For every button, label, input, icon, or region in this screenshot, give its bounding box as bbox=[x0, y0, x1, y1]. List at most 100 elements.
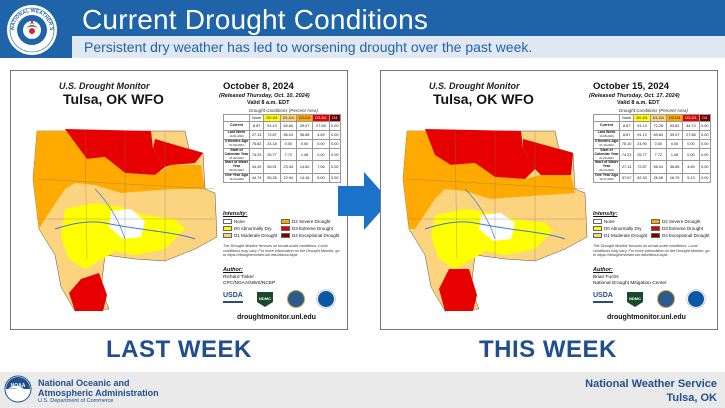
col-header: D3-D4 bbox=[312, 114, 330, 122]
table-cell: 72.28 bbox=[649, 121, 667, 131]
noaa-name: National Oceanic and Atmospheric Adminis… bbox=[38, 378, 159, 398]
table-row: Start of Calendar Year 01-02-2024 74.23 25.… bbox=[223, 147, 342, 162]
table-row: Current 8.87 91.13 69.84 39.07 27.58 0.00 bbox=[223, 121, 342, 131]
col-header: D4 bbox=[328, 114, 342, 122]
table-cell: 25.77 bbox=[633, 147, 651, 162]
legend-swatch bbox=[651, 233, 660, 238]
stats-caption: Drought Conditions (Percent Area) bbox=[619, 108, 688, 113]
table-cell: 0.00 bbox=[328, 160, 342, 174]
legend-swatch bbox=[593, 233, 602, 238]
table-cell: 39.07 bbox=[665, 130, 684, 140]
usdm-released: (Released Thursday, Oct. 10, 2024) bbox=[219, 93, 310, 99]
table-cell: 0.00 bbox=[328, 172, 342, 183]
legend-item-d0: D0 Abnormally Dry bbox=[593, 226, 642, 231]
usdm-released: (Released Thursday, Oct. 17, 2024) bbox=[589, 93, 680, 99]
author-name: Brian Fuchs bbox=[593, 275, 619, 280]
table-cell: 8.87 bbox=[618, 130, 635, 140]
table-cell: 5.13 bbox=[682, 172, 700, 183]
table-cell: 36.66 bbox=[665, 160, 684, 174]
author-title: Author: bbox=[223, 267, 243, 273]
row-label: One Year Ago 10-10-2023 bbox=[223, 172, 250, 183]
row-label: Last Week 10-01-2024 bbox=[223, 130, 250, 140]
legend-item-none: None bbox=[223, 219, 245, 224]
table-cell: 27.58 bbox=[682, 130, 700, 140]
table-cell: 0.00 bbox=[698, 160, 712, 174]
table-cell: 8.87 bbox=[248, 121, 265, 131]
legend-item-d2: D2 Severe Drought bbox=[651, 219, 701, 224]
partner-logos: USDA NDMC bbox=[223, 290, 343, 312]
col-header: D0-D4 bbox=[633, 114, 651, 122]
table-cell: 0.00 bbox=[312, 139, 330, 149]
partner-logos: USDA NDMC bbox=[593, 290, 713, 312]
table-cell: 56.04 bbox=[279, 130, 297, 140]
legend-swatch bbox=[281, 219, 290, 224]
table-cell: 44.74 bbox=[248, 172, 265, 183]
table-cell: 0.00 bbox=[698, 147, 712, 162]
usdm-date: October 15, 2024 bbox=[593, 81, 670, 92]
noaa-logo-icon: NOAA bbox=[4, 375, 32, 403]
table-cell: 0.00 bbox=[649, 139, 667, 149]
table-cell: 62.33 bbox=[633, 172, 651, 183]
usdm-url: droughtmonitor.unl.edu bbox=[237, 314, 316, 321]
usdm-title: U.S. Drought Monitor bbox=[429, 81, 520, 91]
table-cell: 22.94 bbox=[279, 172, 297, 183]
col-header: D1-D4 bbox=[649, 114, 667, 122]
legend-swatch bbox=[223, 233, 232, 238]
usdm-note: The Drought Monitor focuses on broad-sca… bbox=[593, 244, 710, 258]
ndmc-logo-icon: NDMC bbox=[257, 292, 273, 307]
table-cell: 4.69 bbox=[312, 130, 330, 140]
author-org: National Drought Mitigation Center bbox=[593, 281, 667, 286]
table-cell: 26.08 bbox=[649, 172, 667, 183]
table-cell: 5.00 bbox=[312, 172, 330, 183]
table-cell: 0.00 bbox=[328, 147, 342, 162]
usda-logo-bar bbox=[593, 301, 613, 303]
col-header: None bbox=[248, 114, 265, 122]
legend-swatch bbox=[281, 233, 290, 238]
table-cell: 23.44 bbox=[279, 160, 297, 174]
table-cell: 24.18 bbox=[263, 139, 281, 149]
noaa-seal-icon bbox=[657, 290, 675, 308]
table-cell: 27.13 bbox=[618, 160, 635, 174]
last-week-label: LAST WEEK bbox=[106, 336, 252, 363]
legend-swatch bbox=[651, 219, 660, 224]
usdm-location: Tulsa, OK WFO bbox=[63, 91, 164, 107]
stats-table: None D0-D4 D1-D4 D2-D4 D3-D4 D4 Current 8… bbox=[223, 114, 342, 183]
author-org: CPC/NOAA/NWS/NCEP bbox=[223, 281, 276, 286]
legend-item-d4: D4 Exceptional Drought bbox=[281, 233, 340, 238]
arrow-right-icon bbox=[338, 172, 390, 230]
nws-logo-icon: NATIONAL WEATHER SERVICE bbox=[6, 4, 57, 55]
table-row: Current 8.87 91.13 72.28 53.62 34.73 0.00 bbox=[593, 121, 712, 131]
legend-swatch bbox=[223, 226, 232, 231]
table-cell: 0.00 bbox=[698, 139, 712, 149]
row-label: Current bbox=[223, 121, 250, 131]
legend-item-d0: D0 Abnormally Dry bbox=[223, 226, 272, 231]
col-header: D1-D4 bbox=[279, 114, 297, 122]
legend-swatch bbox=[223, 219, 232, 224]
usda-logo-bar bbox=[223, 301, 243, 303]
table-cell: 0.00 bbox=[698, 130, 712, 140]
row-label: Last Week 10-08-2024 bbox=[593, 130, 620, 140]
table-cell: 0.00 bbox=[698, 172, 712, 183]
table-cell: 72.87 bbox=[633, 160, 651, 174]
intensity-title: Intensity: bbox=[593, 211, 618, 217]
drought-map-panel-last-week: U.S. Drought Monitor Tulsa, OK WFO Octob… bbox=[10, 70, 348, 330]
legend-item-d4: D4 Exceptional Drought bbox=[651, 233, 710, 238]
usdm-valid: Valid 8 a.m. EDT bbox=[247, 100, 290, 106]
col-header: D3-D4 bbox=[682, 114, 700, 122]
page-subtitle: Persistent dry weather has led to worsen… bbox=[72, 36, 725, 58]
row-label: Start of Water Year 09-26-2023 bbox=[223, 160, 250, 174]
table-cell: 7.72 bbox=[279, 147, 297, 162]
table-cell: 91.13 bbox=[633, 121, 651, 131]
table-cell: 7.72 bbox=[649, 147, 667, 162]
table-cell: 74.23 bbox=[618, 147, 635, 162]
table-cell: 0.00 bbox=[328, 121, 342, 131]
noaa-seal-icon bbox=[287, 290, 305, 308]
table-cell: 4.69 bbox=[682, 160, 700, 174]
table-cell: 24.90 bbox=[633, 139, 651, 149]
table-cell: 0.00 bbox=[328, 130, 342, 140]
table-cell: 44.49 bbox=[248, 160, 265, 174]
col-header: D0-D4 bbox=[263, 114, 281, 122]
col-header: None bbox=[618, 114, 635, 122]
col-header: D2-D4 bbox=[665, 114, 684, 122]
table-cell: 14.16 bbox=[295, 172, 314, 183]
